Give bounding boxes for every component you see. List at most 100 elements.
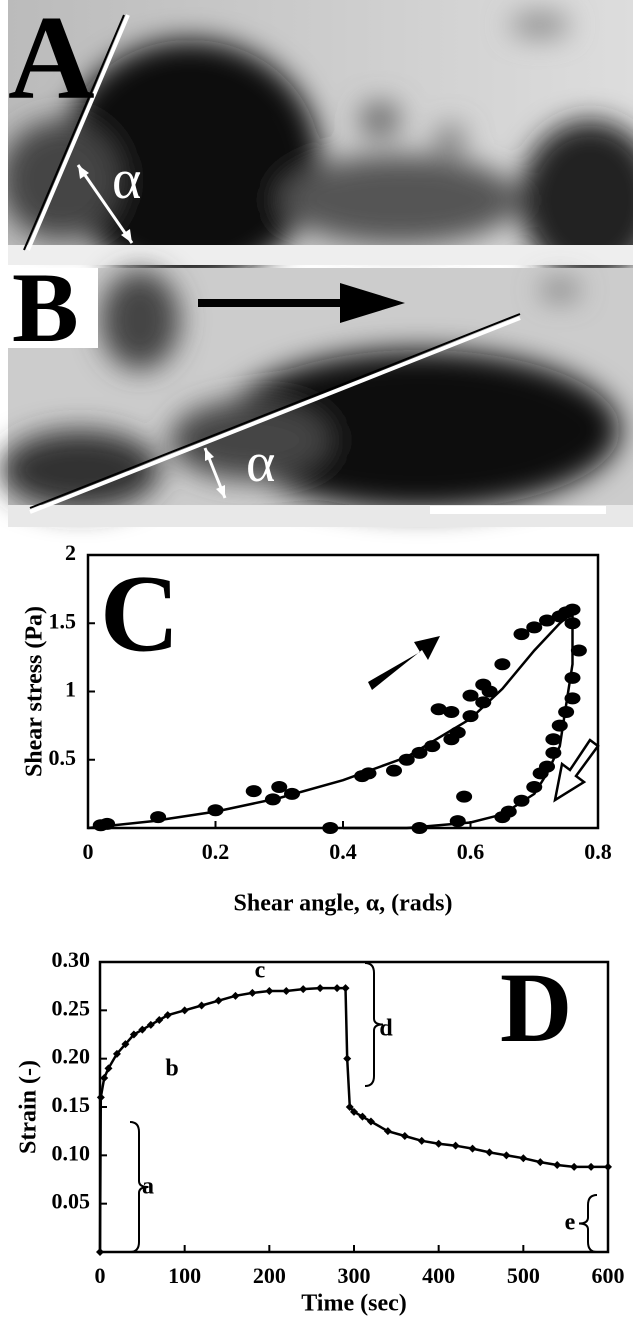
data-point xyxy=(400,1132,409,1140)
data-point xyxy=(100,1074,109,1082)
data-point xyxy=(545,746,562,759)
data-point xyxy=(383,1127,392,1136)
data-point xyxy=(343,1054,352,1063)
x-tick-label: 0.8 xyxy=(584,839,612,864)
data-point xyxy=(96,1248,104,1256)
unloading-arrow xyxy=(553,738,600,803)
x-tick-label: 600 xyxy=(592,1263,625,1288)
brace xyxy=(129,1121,149,1253)
data-point xyxy=(231,991,240,1000)
x-tick-label: 100 xyxy=(168,1263,201,1288)
data-point xyxy=(386,764,402,777)
data-point xyxy=(564,692,581,705)
y-tick-label: 2 xyxy=(65,540,76,565)
data-point xyxy=(163,1011,172,1020)
data-point xyxy=(564,617,581,630)
data-point xyxy=(155,1016,164,1024)
annotation: d xyxy=(379,1016,393,1042)
data-point xyxy=(443,705,460,718)
panel-label: A xyxy=(8,0,95,124)
data-point xyxy=(558,705,575,718)
data-point xyxy=(449,815,466,828)
data-point xyxy=(121,1040,130,1049)
x-tick-label: 400 xyxy=(422,1263,455,1288)
data-point xyxy=(424,740,441,753)
y-tick-label: 0.20 xyxy=(52,1044,91,1069)
data-point xyxy=(604,1162,612,1171)
data-point xyxy=(333,984,342,993)
data-point xyxy=(265,987,274,995)
data-point xyxy=(180,1006,189,1015)
annotation: e xyxy=(565,1210,576,1236)
data-point xyxy=(475,696,492,709)
y-tick-label: 0.05 xyxy=(52,1189,91,1214)
data-point xyxy=(449,726,466,739)
annotation: a xyxy=(142,1174,154,1200)
data-point xyxy=(366,1117,375,1126)
y-tick-label: 0.30 xyxy=(52,947,91,972)
data-point xyxy=(475,678,492,691)
annotation: b xyxy=(165,1056,178,1082)
data-point xyxy=(526,621,543,634)
data-point xyxy=(564,671,581,684)
y-axis-label: Strain (-) xyxy=(16,1060,42,1154)
data-point xyxy=(587,1162,596,1171)
data-point xyxy=(299,985,308,994)
data-point xyxy=(146,1020,155,1029)
data-point xyxy=(545,733,562,746)
angle-label: α xyxy=(246,432,275,494)
data-point xyxy=(551,719,568,732)
data-point xyxy=(245,785,262,798)
data-point xyxy=(502,1151,511,1160)
angle-label: α xyxy=(112,149,141,211)
data-point xyxy=(526,781,543,794)
data-point xyxy=(494,658,511,671)
data-point xyxy=(207,804,224,817)
x-tick-label: 500 xyxy=(507,1263,540,1288)
panel-label: C xyxy=(100,552,179,674)
data-point xyxy=(360,767,377,780)
x-tick-label: 200 xyxy=(253,1263,286,1288)
data-point xyxy=(358,1112,367,1121)
data-point xyxy=(411,822,428,834)
data-point xyxy=(485,1148,494,1157)
data-point xyxy=(451,1141,460,1150)
data-point xyxy=(99,817,116,830)
y-tick-label: 0.5 xyxy=(49,745,77,770)
brace xyxy=(364,962,384,1087)
data-point xyxy=(282,987,291,995)
y-tick-label: 1.5 xyxy=(49,608,77,633)
data-point xyxy=(398,753,415,766)
data-point xyxy=(150,811,167,824)
x-tick-label: 0 xyxy=(95,1263,106,1288)
x-axis-label: Time (sec) xyxy=(301,1291,407,1317)
x-tick-label: 0.2 xyxy=(202,839,230,864)
x-axis-label: Shear angle, α, (rads) xyxy=(234,891,453,917)
data-point xyxy=(539,614,555,627)
data-point xyxy=(494,811,511,824)
data-point xyxy=(264,793,281,806)
data-point xyxy=(316,984,325,993)
data-point xyxy=(519,1154,528,1163)
data-point xyxy=(129,1030,138,1039)
data-point xyxy=(284,787,300,800)
data-point xyxy=(112,1049,121,1058)
panel-label: B xyxy=(12,252,79,363)
data-point xyxy=(350,1107,358,1116)
panel-label: D xyxy=(500,952,572,1063)
data-point xyxy=(536,1158,545,1167)
data-point xyxy=(104,1064,113,1073)
data-point xyxy=(462,710,479,723)
x-tick-label: 0 xyxy=(83,839,94,864)
data-point xyxy=(570,1162,579,1171)
data-point xyxy=(434,1139,443,1148)
y-tick-label: 0.25 xyxy=(52,995,91,1020)
data-point xyxy=(322,822,339,834)
y-tick-label: 0.15 xyxy=(52,1092,91,1117)
x-tick-label: 0.4 xyxy=(329,839,357,864)
y-axis-label: Shear stress (Pa) xyxy=(22,606,48,777)
data-point xyxy=(271,781,288,794)
data-point xyxy=(430,703,447,716)
